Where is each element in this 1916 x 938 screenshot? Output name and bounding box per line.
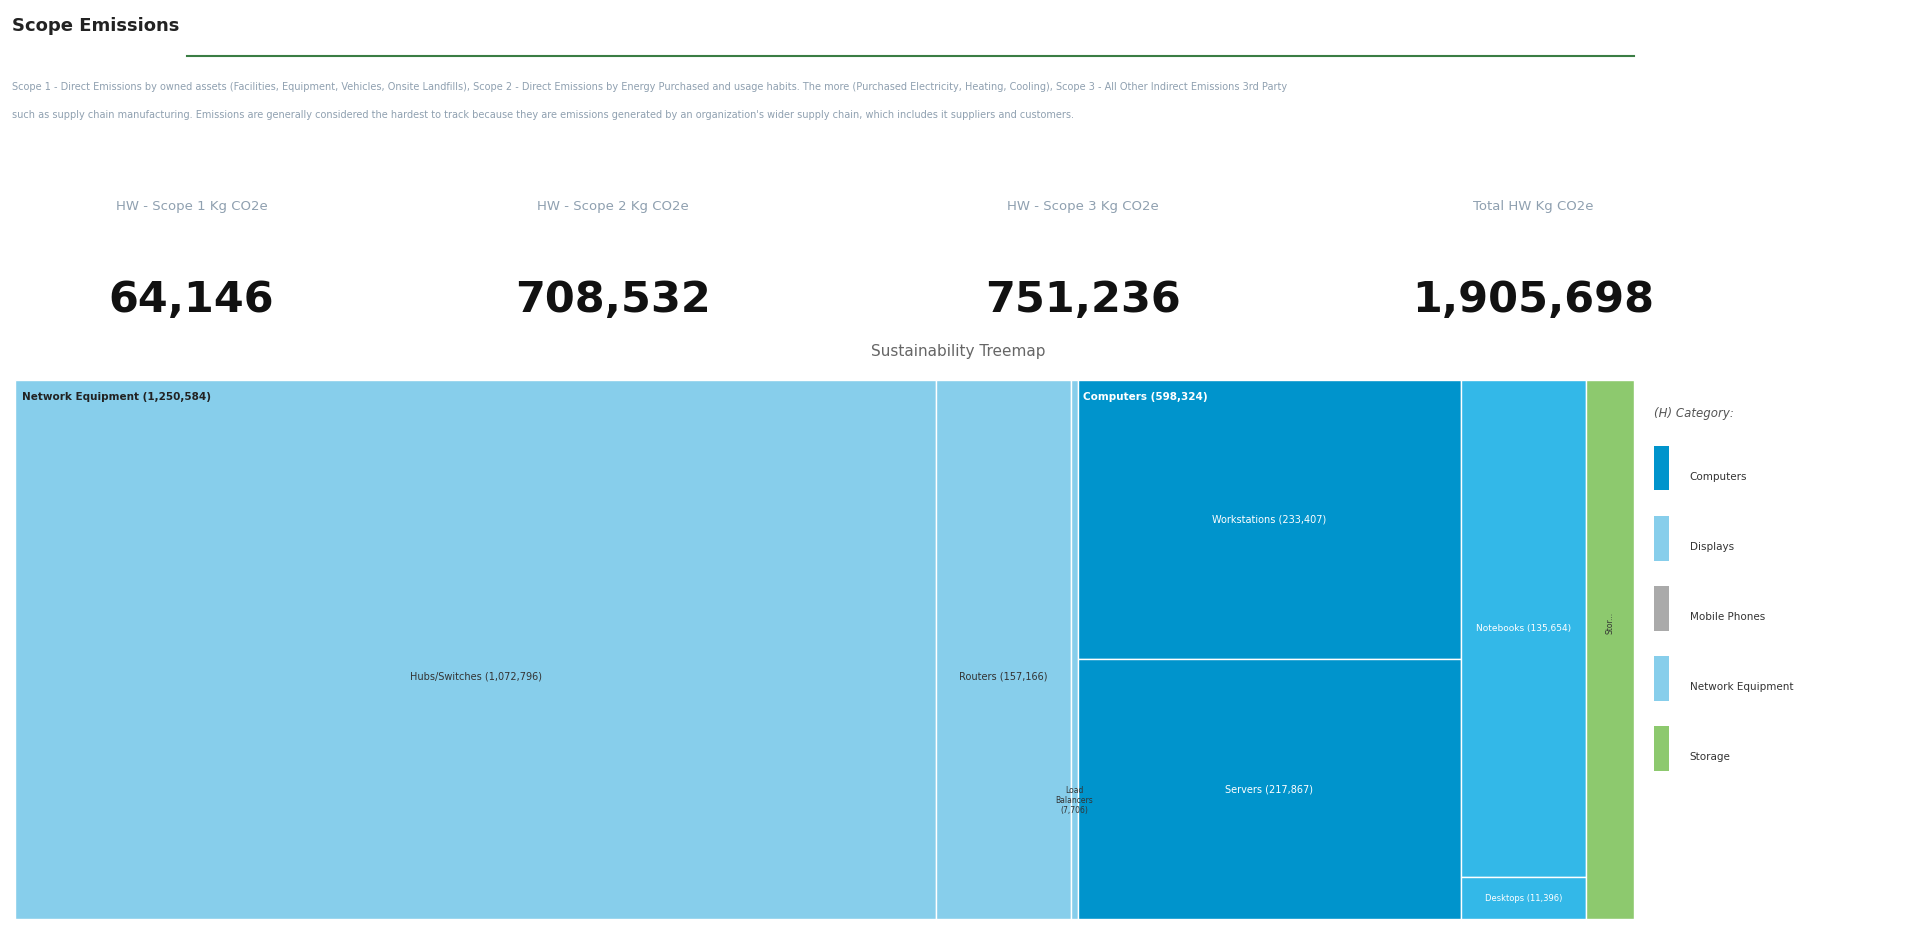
Bar bbox=[1586, 380, 1634, 919]
Text: Hubs/Switches (1,072,796): Hubs/Switches (1,072,796) bbox=[410, 672, 542, 682]
Text: Mobile Phones: Mobile Phones bbox=[1690, 613, 1765, 622]
Text: 64,146: 64,146 bbox=[109, 280, 274, 321]
Bar bbox=[1079, 380, 1462, 658]
Text: HW - Scope 3 Kg CO2e: HW - Scope 3 Kg CO2e bbox=[1006, 200, 1159, 213]
Text: Computers (598,324): Computers (598,324) bbox=[1083, 392, 1207, 401]
Bar bbox=[1654, 586, 1669, 630]
Bar bbox=[1079, 658, 1462, 919]
Text: Workstations (233,407): Workstations (233,407) bbox=[1213, 514, 1326, 524]
Bar bbox=[1462, 877, 1586, 919]
Text: Displays: Displays bbox=[1690, 542, 1734, 552]
Text: 751,236: 751,236 bbox=[985, 280, 1180, 321]
Text: HW - Scope 1 Kg CO2e: HW - Scope 1 Kg CO2e bbox=[115, 200, 268, 213]
Bar bbox=[1654, 726, 1669, 771]
Text: Network Equipment (1,250,584): Network Equipment (1,250,584) bbox=[21, 392, 211, 401]
Bar bbox=[1654, 516, 1669, 561]
Bar bbox=[15, 380, 937, 919]
Text: Computers: Computers bbox=[1690, 472, 1747, 482]
Text: Sustainability Treemap: Sustainability Treemap bbox=[870, 344, 1046, 359]
Text: Routers (157,166): Routers (157,166) bbox=[960, 672, 1048, 682]
Text: Desktops (11,396): Desktops (11,396) bbox=[1485, 894, 1562, 903]
Text: Scope 1 - Direct Emissions by owned assets (Facilities, Equipment, Vehicles, Ons: Scope 1 - Direct Emissions by owned asse… bbox=[11, 82, 1288, 92]
Text: Storage: Storage bbox=[1690, 752, 1730, 763]
Text: 708,532: 708,532 bbox=[515, 280, 711, 321]
Bar bbox=[1654, 446, 1669, 491]
Text: Stor...: Stor... bbox=[1606, 612, 1615, 634]
Bar bbox=[1654, 657, 1669, 701]
Bar bbox=[1071, 380, 1079, 919]
Bar bbox=[937, 380, 1071, 919]
Bar bbox=[1462, 380, 1586, 877]
Text: Load
Balancers
(7,706): Load Balancers (7,706) bbox=[1056, 786, 1094, 815]
Text: Servers (217,867): Servers (217,867) bbox=[1226, 784, 1314, 794]
Text: Notebooks (135,654): Notebooks (135,654) bbox=[1475, 624, 1571, 633]
Text: Scope Emissions: Scope Emissions bbox=[11, 17, 180, 35]
Text: Network Equipment: Network Equipment bbox=[1690, 682, 1793, 692]
Text: 1,905,698: 1,905,698 bbox=[1412, 280, 1654, 321]
Text: (H) Category:: (H) Category: bbox=[1654, 407, 1734, 420]
Text: Total HW Kg CO2e: Total HW Kg CO2e bbox=[1473, 200, 1592, 213]
Text: such as supply chain manufacturing. Emissions are generally considered the harde: such as supply chain manufacturing. Emis… bbox=[11, 110, 1075, 120]
Text: HW - Scope 2 Kg CO2e: HW - Scope 2 Kg CO2e bbox=[536, 200, 690, 213]
